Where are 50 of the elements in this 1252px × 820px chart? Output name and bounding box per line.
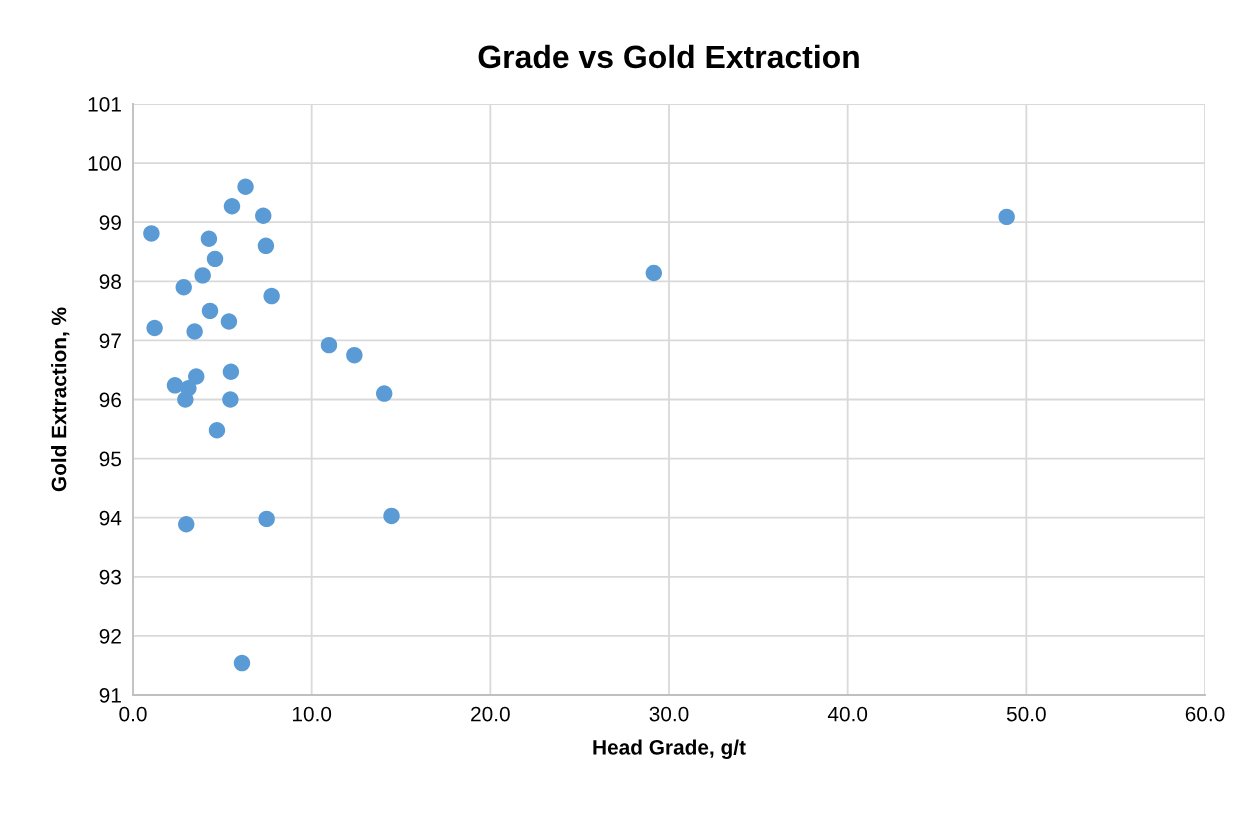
y-tick-label: 101 xyxy=(88,97,121,112)
y-tick-label: 92 xyxy=(99,628,121,644)
y-tick-label: 95 xyxy=(99,451,122,467)
point xyxy=(146,319,163,337)
x-tick-label: 50.0 xyxy=(1006,706,1046,722)
x-tick-label: 20.0 xyxy=(471,706,510,722)
point xyxy=(375,385,393,402)
y-tick-label: 93 xyxy=(99,569,121,585)
point xyxy=(177,391,194,408)
point xyxy=(188,368,205,385)
y-tick-label: 96 xyxy=(99,392,121,408)
point xyxy=(186,323,203,340)
point xyxy=(237,178,254,195)
point xyxy=(206,250,224,268)
point xyxy=(223,198,241,215)
y-tick-label: 97 xyxy=(99,333,121,349)
point xyxy=(208,422,226,439)
point xyxy=(222,363,240,380)
x-tick-label: 40.0 xyxy=(827,706,868,722)
chart-title: Grade vs Gold Extraction xyxy=(478,44,859,69)
point xyxy=(143,225,160,242)
point xyxy=(255,207,272,224)
y-tick-label: 98 xyxy=(99,274,121,290)
point xyxy=(178,515,195,533)
point xyxy=(220,313,238,330)
point xyxy=(998,208,1015,226)
point xyxy=(222,391,239,408)
y-tick-label: 100 xyxy=(88,156,122,171)
point xyxy=(383,507,400,525)
point xyxy=(201,302,219,320)
x-axis-title: Head Grade, g/t xyxy=(593,739,746,759)
point xyxy=(257,237,275,255)
point xyxy=(346,346,363,364)
y-tick-label: 91 xyxy=(99,688,121,703)
x-tick-label: 0.0 xyxy=(119,706,147,722)
point xyxy=(645,264,663,282)
point xyxy=(258,510,275,528)
point xyxy=(233,654,251,672)
y-axis-title: Gold Extraction, % xyxy=(51,307,70,492)
x-tick-label: 60.0 xyxy=(1185,706,1225,722)
y-tick-label: 99 xyxy=(99,215,121,230)
point xyxy=(166,377,184,394)
point xyxy=(175,278,192,296)
point xyxy=(200,230,218,247)
x-tick-label: 10.0 xyxy=(292,706,332,722)
point xyxy=(320,336,338,354)
point xyxy=(263,287,280,305)
point xyxy=(194,267,211,284)
x-tick-label: 30.0 xyxy=(649,706,689,722)
y-tick-label: 94 xyxy=(99,510,122,526)
